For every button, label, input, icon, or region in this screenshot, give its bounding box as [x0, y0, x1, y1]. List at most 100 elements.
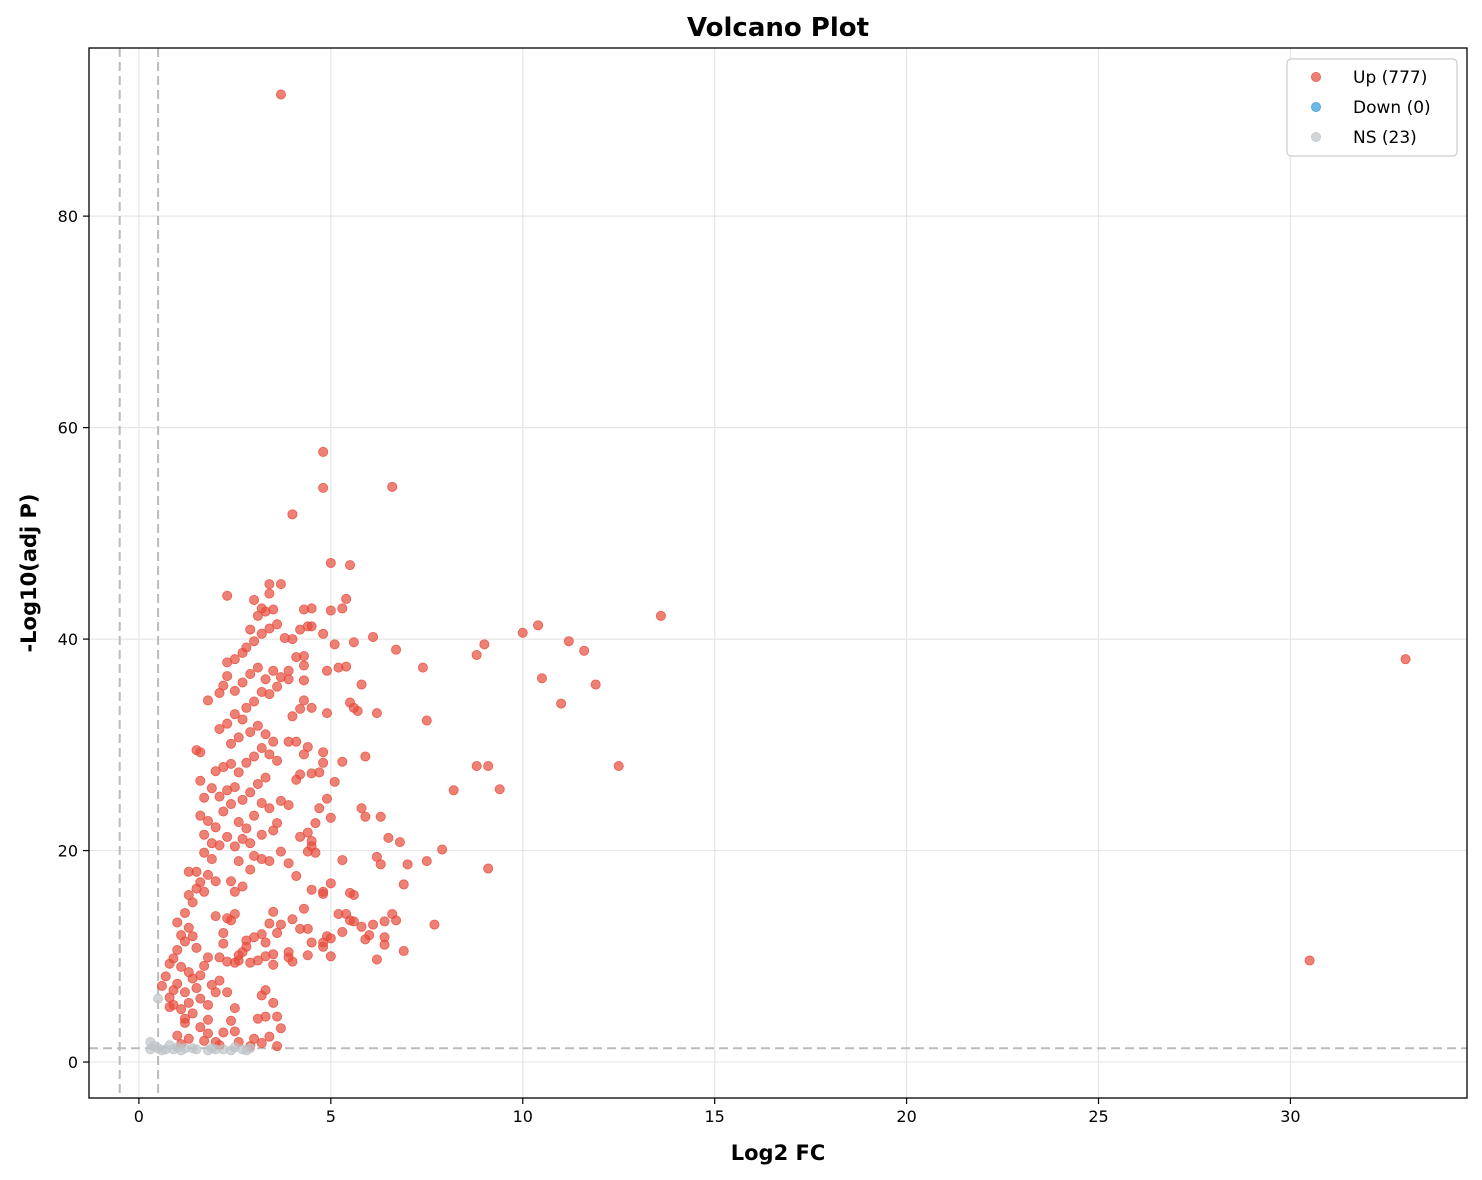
data-point — [222, 956, 233, 967]
data-point — [241, 941, 252, 952]
data-point — [379, 916, 390, 927]
data-point — [199, 829, 210, 840]
data-point — [183, 922, 194, 933]
data-point — [298, 749, 309, 760]
data-point — [306, 768, 317, 779]
data-point — [268, 665, 279, 676]
data-point — [206, 979, 217, 990]
data-point — [210, 1044, 221, 1055]
data-point — [356, 803, 367, 814]
data-point — [613, 760, 624, 771]
data-point — [360, 751, 371, 762]
series-points — [145, 993, 256, 1056]
y-tick-label: 20 — [58, 842, 78, 861]
data-point — [210, 911, 221, 922]
data-point — [226, 1015, 237, 1026]
data-point — [371, 708, 382, 719]
data-point — [206, 838, 217, 849]
data-point — [191, 883, 202, 894]
data-point — [179, 987, 190, 998]
data-point — [226, 758, 237, 769]
data-point — [356, 921, 367, 932]
data-point — [1400, 654, 1411, 665]
data-point — [214, 791, 225, 802]
data-point — [318, 888, 329, 899]
data-point — [325, 605, 336, 616]
legend-label: Up (777) — [1353, 68, 1427, 88]
data-point — [655, 610, 666, 621]
data-point — [214, 723, 225, 734]
data-point — [229, 654, 240, 665]
data-point — [202, 999, 213, 1010]
data-point — [202, 695, 213, 706]
data-point — [241, 702, 252, 713]
data-point — [275, 579, 286, 590]
data-point — [222, 831, 233, 842]
data-point — [218, 938, 229, 949]
data-point — [229, 841, 240, 852]
data-point — [371, 954, 382, 965]
data-point — [291, 736, 302, 747]
data-point — [245, 668, 256, 679]
data-point — [222, 590, 233, 601]
data-point — [264, 918, 275, 929]
data-point — [176, 1004, 187, 1015]
data-point — [268, 997, 279, 1008]
data-point — [214, 688, 225, 699]
data-point — [368, 919, 379, 930]
data-point — [252, 778, 263, 789]
data-point — [329, 776, 340, 787]
data-point — [275, 795, 286, 806]
data-point — [287, 711, 298, 722]
data-point — [302, 923, 313, 934]
data-point — [272, 818, 283, 829]
data-point — [287, 956, 298, 967]
data-point — [272, 928, 283, 939]
data-point — [249, 636, 260, 647]
x-tick-label: 5 — [326, 1107, 336, 1126]
data-point — [195, 993, 206, 1004]
data-point — [264, 856, 275, 867]
data-point — [233, 732, 244, 743]
data-point — [222, 718, 233, 729]
data-point — [341, 593, 352, 604]
data-point — [536, 673, 547, 684]
data-point — [379, 939, 390, 950]
data-point — [310, 818, 321, 829]
plot-frame — [88, 47, 1468, 1099]
data-point — [325, 557, 336, 568]
data-point — [218, 806, 229, 817]
data-point — [287, 914, 298, 925]
data-point — [306, 702, 317, 713]
data-point — [391, 915, 402, 926]
data-points — [145, 89, 1411, 1056]
data-point — [387, 481, 398, 492]
data-point — [229, 685, 240, 696]
data-point — [256, 829, 267, 840]
data-point — [437, 844, 448, 855]
data-point — [314, 803, 325, 814]
data-point — [210, 766, 221, 777]
data-point — [325, 933, 336, 944]
data-point — [268, 604, 279, 615]
x-axis-ticks: 0 5 10 15 20 25 30 — [134, 1098, 1301, 1126]
data-point — [191, 866, 202, 877]
data-point — [341, 661, 352, 672]
data-point — [268, 906, 279, 917]
data-point — [375, 859, 386, 870]
legend-marker — [1311, 102, 1322, 113]
data-point — [187, 1008, 198, 1019]
data-point — [421, 856, 432, 867]
y-axis-label: -Log10(adj P) — [17, 493, 41, 652]
data-point — [202, 952, 213, 963]
data-point — [479, 639, 490, 650]
data-point — [1304, 955, 1315, 966]
data-point — [210, 876, 221, 887]
x-axis-label: Log2 FC — [731, 1141, 826, 1165]
data-point — [260, 937, 271, 948]
data-point — [302, 950, 313, 961]
x-tick-label: 30 — [1280, 1107, 1300, 1126]
data-point — [345, 560, 356, 571]
